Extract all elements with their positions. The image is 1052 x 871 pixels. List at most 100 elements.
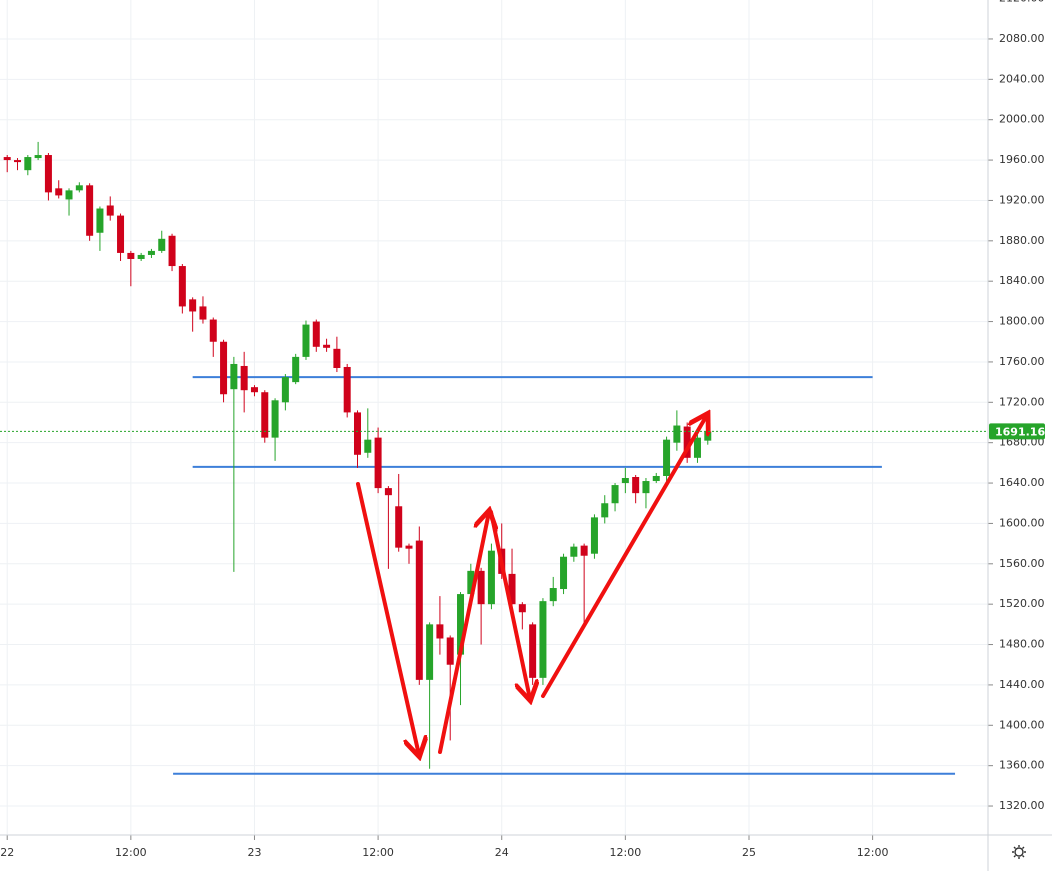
candle-body: [55, 188, 63, 196]
y-tick-label: 1800.00: [999, 315, 1045, 328]
last-price-label: 1691.16: [995, 425, 1045, 438]
candle-body: [281, 377, 289, 403]
candle-body: [704, 431, 712, 441]
candle-body: [168, 235, 176, 267]
grid: [0, 0, 988, 835]
candle-body: [487, 550, 495, 605]
y-tick-label: 1360.00: [999, 759, 1045, 772]
candle-body: [467, 570, 475, 595]
candle-body: [3, 157, 11, 161]
y-tick-label: 1880.00: [999, 234, 1045, 247]
candle-body: [323, 344, 331, 348]
y-tick-label: 2000.00: [999, 113, 1045, 126]
arrow: [356, 482, 419, 755]
candle-body: [117, 215, 125, 253]
candle-body: [632, 476, 640, 494]
candle-body: [199, 306, 207, 320]
candle-body: [158, 238, 166, 251]
arrows: [356, 415, 707, 755]
candle-body: [457, 594, 465, 655]
last-price-box: [989, 423, 1045, 440]
y-tick-label: 1480.00: [999, 638, 1045, 651]
candle-body: [24, 157, 32, 171]
x-tick-label: 22: [0, 846, 14, 859]
candle-body: [374, 437, 382, 489]
y-tick-label: 1840.00: [999, 274, 1045, 287]
candle-body: [405, 545, 413, 549]
candle-body: [137, 254, 145, 259]
candle-body: [14, 160, 22, 163]
candle-body: [611, 485, 619, 504]
candle-body: [446, 637, 454, 665]
candle-body: [271, 400, 279, 438]
candle-body: [230, 363, 238, 390]
levels: [173, 376, 956, 775]
x-tick-label: 23: [247, 846, 261, 859]
candle-body: [580, 545, 588, 556]
candle-body: [189, 299, 197, 312]
candle-body: [601, 503, 609, 518]
y-tick-label: 2080.00: [999, 32, 1045, 45]
candle-body: [147, 250, 155, 255]
y-tick-label: 1520.00: [999, 597, 1045, 610]
candle-body: [395, 506, 403, 548]
candle-body: [96, 208, 104, 233]
candle-body: [75, 185, 83, 191]
candle-body: [693, 437, 701, 458]
candle-body: [673, 425, 681, 443]
candle-body: [384, 488, 392, 496]
candle-body: [250, 387, 258, 393]
candle-body: [426, 624, 434, 680]
arrow: [541, 415, 707, 698]
candle-body: [570, 546, 578, 557]
candle-body: [549, 588, 557, 602]
candles: [3, 141, 712, 769]
candle-body: [642, 481, 650, 494]
candle-body: [436, 624, 444, 639]
candle-body: [343, 366, 351, 413]
candle-body: [477, 570, 485, 605]
candle-body: [663, 439, 671, 476]
axes: 1320.00 1360.00 1400.00 1440.00 1480.00 1520.…: [0, 0, 1045, 859]
candle-body: [683, 426, 691, 458]
arrow: [489, 510, 530, 699]
candle-body: [518, 604, 526, 613]
candle-body: [652, 475, 660, 482]
candle-body: [312, 321, 320, 347]
candle-body: [415, 540, 423, 680]
candle-body: [34, 155, 42, 159]
y-tick-label: 2040.00: [999, 72, 1045, 85]
candle-body: [178, 266, 186, 307]
candle-body: [292, 356, 300, 383]
y-tick-label: 2120.00: [999, 0, 1045, 5]
candle-body: [621, 478, 629, 484]
y-tick-label: 1920.00: [999, 193, 1045, 206]
candle-body: [65, 190, 73, 200]
candle-body: [529, 624, 537, 678]
candle-body: [539, 601, 547, 678]
y-tick-label: 1640.00: [999, 476, 1045, 489]
candle-body: [127, 252, 135, 259]
candle-body: [240, 365, 248, 391]
x-tick-label: 12:00: [610, 846, 642, 859]
candle-body: [508, 573, 516, 605]
y-tick-label: 1760.00: [999, 355, 1045, 368]
candle-body: [302, 324, 310, 357]
x-tick-label: 12:00: [115, 846, 147, 859]
y-tick-label: 1440.00: [999, 678, 1045, 691]
x-tick-label: 24: [495, 846, 509, 859]
arrow: [438, 512, 489, 754]
x-tick-label: 25: [742, 846, 756, 859]
settings-icon[interactable]: [1012, 845, 1026, 859]
y-tick-label: 1720.00: [999, 395, 1045, 408]
candle-body: [44, 155, 52, 193]
y-tick-label: 1320.00: [999, 799, 1045, 812]
candle-body: [106, 205, 114, 216]
candle-body: [353, 412, 361, 455]
candle-body: [590, 517, 598, 554]
candle-body: [261, 392, 269, 438]
y-tick-label: 1560.00: [999, 557, 1045, 570]
x-tick-label: 12:00: [362, 846, 394, 859]
candle-body: [220, 341, 228, 395]
